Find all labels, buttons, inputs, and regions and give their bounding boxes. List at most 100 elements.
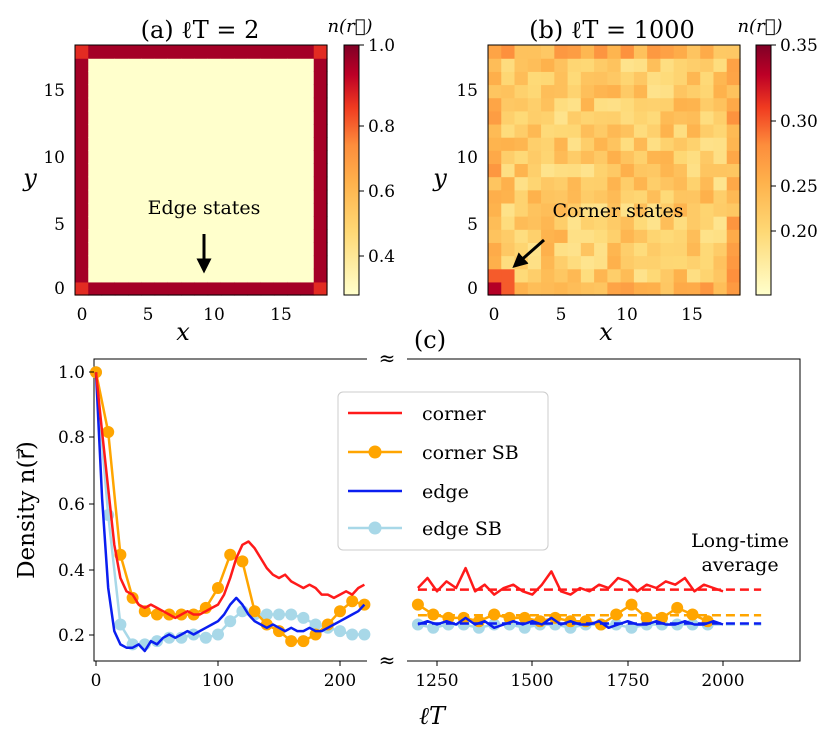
heat-cell [580, 123, 595, 138]
heat-cell [247, 189, 262, 204]
heat-cell [207, 45, 222, 59]
heat-cell [554, 268, 569, 283]
heat-cell [647, 97, 662, 112]
heat-cell [207, 242, 222, 257]
heat-cell [647, 163, 662, 178]
heat-cell [607, 268, 622, 283]
heat-cell [594, 216, 608, 230]
heat-cell [141, 163, 156, 178]
heat-cell [501, 176, 516, 191]
heat-cell [713, 58, 728, 72]
heat-cell [88, 163, 103, 178]
heat-cell [101, 255, 116, 270]
series-edge-sb-point [199, 631, 212, 644]
heat-cell [128, 242, 142, 257]
heat-cell [567, 242, 582, 257]
heat-cell [514, 163, 529, 178]
heat-cell [75, 71, 89, 86]
heat-cell [488, 150, 502, 165]
heat-cell [141, 123, 156, 138]
heat-cell [554, 150, 569, 165]
heat-cell [75, 84, 89, 99]
legend-label-edge-sb: edge SB [422, 518, 502, 540]
heat-cell [114, 97, 129, 112]
corner-states-arrow [512, 238, 545, 268]
heat-cell [287, 110, 302, 125]
heat-cell [247, 281, 262, 296]
heat-cell [660, 189, 675, 204]
heat-cell [541, 71, 555, 86]
heat-cell [527, 150, 542, 165]
heat-cell [167, 71, 182, 86]
heat-cell [128, 176, 142, 191]
heat-cell [541, 97, 555, 112]
heat-cell [673, 281, 688, 296]
heat-cell [167, 123, 182, 138]
heat-cell [620, 150, 635, 165]
heat-cell [194, 45, 209, 59]
heat-cell [154, 150, 169, 165]
heat-cell [607, 123, 622, 138]
heat-cell [287, 255, 302, 270]
heat-cell [554, 216, 569, 230]
heat-cell [607, 45, 622, 59]
series-edge-sb-point [346, 628, 359, 641]
series-edge-sb-point [358, 628, 371, 641]
heat-cell [300, 123, 315, 138]
heat-cell [260, 71, 275, 86]
heat-cell [620, 45, 635, 59]
heat-cell [141, 255, 156, 270]
heat-cell [554, 163, 569, 178]
heat-cell [234, 189, 249, 204]
heat-cell [313, 176, 328, 191]
axis-break-bottom-mark: ≈ [379, 648, 396, 672]
heat-cell [673, 137, 688, 151]
legend-label-corner: corner [422, 403, 487, 425]
heat-cell [700, 255, 715, 270]
heat-cell [580, 45, 595, 59]
heat-cell [527, 255, 542, 270]
heat-cell [273, 58, 288, 72]
colorbar-a-label: n(r⃗) [327, 16, 372, 37]
heat-cell [75, 229, 89, 243]
heat-cell [567, 163, 582, 178]
heat-cell [101, 163, 116, 178]
heat-cell [128, 45, 142, 59]
heat-cell [75, 123, 89, 138]
heat-cell [541, 123, 555, 138]
heat-cell [234, 84, 249, 99]
long-time-average-line1: Long-time [691, 530, 789, 552]
heat-cell [141, 202, 156, 217]
heat-cell [541, 202, 555, 217]
heat-cell [101, 216, 116, 230]
heat-cell [607, 229, 622, 243]
heat-cell [660, 216, 675, 230]
heat-cell [194, 110, 209, 125]
heat-cell [75, 255, 89, 270]
heat-cell [141, 110, 156, 125]
heat-cell [234, 255, 249, 270]
heat-cell [700, 242, 715, 257]
heat-cell [488, 84, 502, 99]
heat-cell [726, 268, 741, 283]
heat-cell [194, 202, 209, 217]
panel-c: ≈ ≈ (c) 1.0 0.8 0.6 0.4 0.2 0 100 200 [14, 326, 801, 730]
heat-cell [700, 97, 715, 112]
heat-cell [300, 71, 315, 86]
heat-cell [580, 71, 595, 86]
heat-cell [141, 242, 156, 257]
heat-cell [580, 255, 595, 270]
heat-cell [154, 281, 169, 296]
heat-cell [567, 189, 582, 204]
heat-cell [620, 58, 635, 72]
heat-cell [527, 176, 542, 191]
colorbar-a [343, 44, 360, 296]
heat-cell [234, 176, 249, 191]
heat-cell [514, 189, 529, 204]
heat-cell [686, 137, 701, 151]
heat-cell [726, 58, 741, 72]
cb-b-tick-0.30: 0.30 [780, 112, 818, 132]
heat-cell [514, 71, 529, 86]
heat-cell [501, 123, 516, 138]
heat-cell [633, 71, 648, 86]
